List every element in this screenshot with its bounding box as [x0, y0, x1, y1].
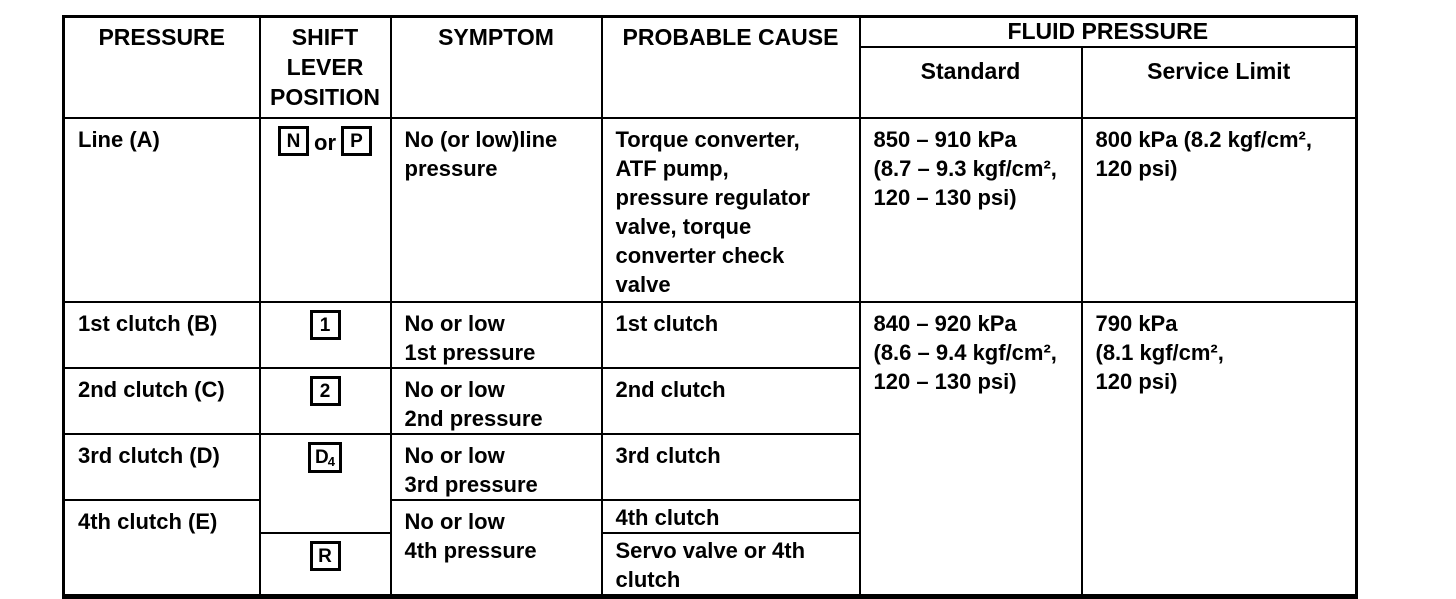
cell-cause-line: Torque converter, ATF pump, pressure reg… [600, 117, 861, 303]
cell-standard-clutches: 840 – 920 kPa (8.6 – 9.4 kgf/cm², 120 – … [858, 301, 1083, 598]
cell-symptom-4th: No or low 4th pressure [389, 499, 603, 598]
shift-conjunction: or [314, 130, 336, 155]
shift-box-n: N [278, 126, 309, 156]
cell-symptom-1st: No or low 1st pressure [389, 301, 603, 369]
fluid-pressure-troubleshooting-table: PRESSURE SHIFT LEVER POSITION SYMPTOM PR… [62, 15, 1359, 599]
cell-pressure-1st-clutch: 1st clutch (B) [62, 301, 261, 369]
table-row-3rd-clutch: 3rd clutch (D) D4 No or low 3rd pressure… [62, 433, 1357, 534]
shift-box-d4: D4 [308, 442, 342, 473]
cell-cause-4th-lower: Servo valve or 4th clutch [600, 532, 861, 598]
cell-service-limit-line: 800 kPa (8.2 kgf/cm², 120 psi) [1080, 117, 1358, 303]
cell-cause-4th-upper: 4th clutch [600, 499, 861, 534]
cell-service-limit-clutches: 790 kPa (8.1 kgf/cm², 120 psi) [1080, 301, 1358, 598]
cell-shift-position-r: R [258, 532, 392, 598]
table-row-2nd-clutch: 2nd clutch (C) 2 No or low 2nd pressure … [62, 367, 1357, 435]
cell-cause-3rd: 3rd clutch [600, 433, 861, 501]
cell-shift-position-1: 1 [258, 301, 392, 369]
table-row-4th-clutch-upper: 4th clutch (E) No or low 4th pressure 4t… [62, 499, 1357, 598]
cell-pressure-3rd-clutch: 3rd clutch (D) [62, 433, 261, 501]
cell-shift-position-d4: D4 [258, 433, 392, 534]
shift-box-p: P [341, 126, 372, 156]
cell-symptom-line: No (or low)line pressure [389, 117, 603, 303]
cell-symptom-2nd: No or low 2nd pressure [389, 367, 603, 435]
header-service-limit: Service Limit [1080, 46, 1358, 119]
cell-symptom-3rd: No or low 3rd pressure [389, 433, 603, 501]
table-row-1st-clutch: 1st clutch (B) 1 No or low 1st pressure … [62, 301, 1358, 598]
cell-pressure-4th-clutch: 4th clutch (E) [62, 499, 261, 598]
header-shift-lever-position: SHIFT LEVER POSITION [258, 15, 392, 119]
cell-shift-position-2: 2 [258, 367, 392, 435]
header-pressure: PRESSURE [62, 15, 261, 119]
header-symptom: SYMPTOM [389, 15, 603, 119]
shift-box-r: R [309, 541, 341, 571]
cell-cause-1st: 1st clutch [600, 301, 861, 369]
cell-pressure-2nd-clutch: 2nd clutch (C) [62, 367, 261, 435]
header-row-main: PRESSURE SHIFT LEVER POSITION SYMPTOM PR… [62, 15, 1358, 119]
header-probable-cause: PROBABLE CAUSE [600, 15, 861, 119]
shift-box-1: 1 [309, 310, 341, 340]
cell-pressure-line-a: Line (A) [62, 117, 261, 303]
header-standard: Standard [858, 46, 1083, 119]
shift-box-2: 2 [309, 376, 341, 406]
header-row-sub: Standard Service Limit [64, 46, 1358, 119]
cell-cause-2nd: 2nd clutch [600, 367, 861, 435]
header-fluid-pressure: FLUID PRESSURE [858, 15, 1358, 48]
cell-standard-line: 850 – 910 kPa (8.7 – 9.3 kgf/cm², 120 – … [858, 117, 1083, 303]
